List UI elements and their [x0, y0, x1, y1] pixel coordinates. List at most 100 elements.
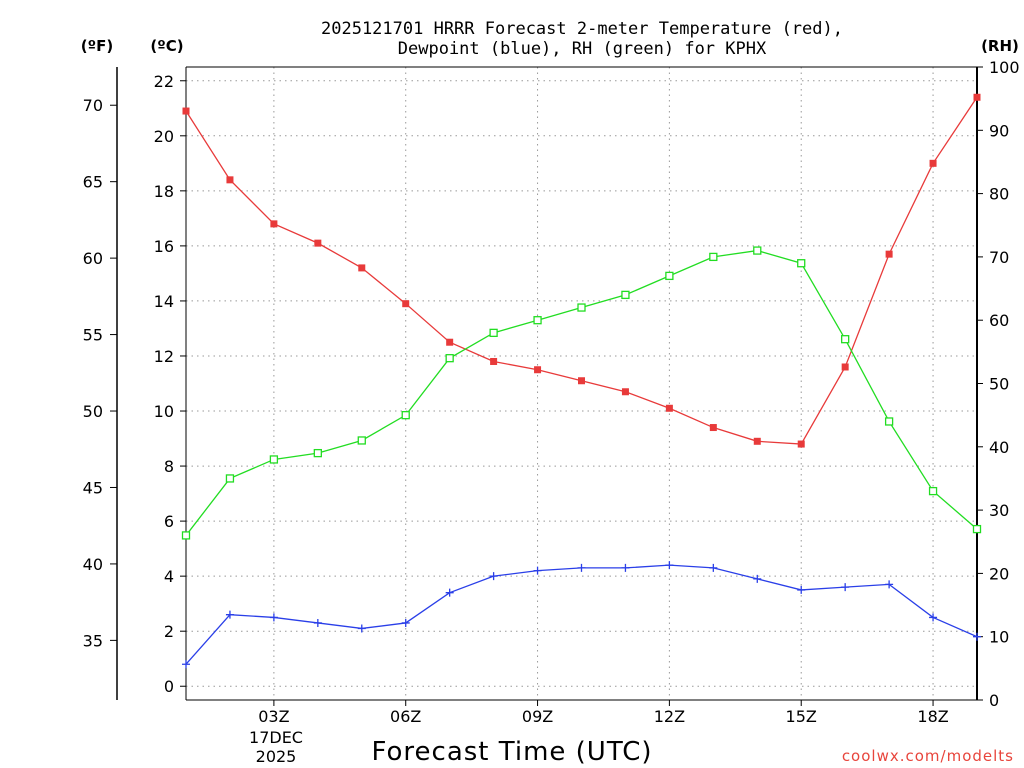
credit-text: coolwx.com/modelts: [842, 747, 1014, 765]
x-tick-label: 12Z: [654, 707, 685, 726]
axes: 0 2 4 6 8 10 12 14 16 18 20 22 35 40 45 50 55 60 65 70 0 10 20…: [83, 58, 1020, 726]
dewpoint-point: [401, 618, 410, 627]
dewpoint-point: [885, 580, 894, 589]
temperature-point: [358, 264, 366, 272]
rh-point: [841, 335, 850, 344]
celsius-tick-label: 16: [154, 237, 174, 256]
dewpoint-point: [489, 572, 498, 581]
rh-point: [797, 259, 806, 268]
rh-tick-label: 10: [989, 628, 1009, 647]
rh-point: [928, 486, 938, 496]
celsius-tick-label: 14: [154, 292, 174, 311]
date-label-day: 17DEC: [249, 728, 303, 747]
temperature-point: [621, 388, 629, 396]
temperature-point: [578, 377, 585, 385]
dewpoint-point: [357, 624, 366, 633]
temperature-point: [446, 338, 454, 346]
temperature-point: [973, 93, 981, 101]
celsius-tick-label: 2: [164, 622, 174, 641]
rh-point: [181, 531, 191, 540]
rh-point: [621, 290, 630, 300]
rh-point: [489, 328, 498, 338]
rh-tick-label: 0: [989, 691, 999, 710]
dewpoint-point: [313, 618, 322, 627]
temperature-line: [185, 96, 978, 445]
x-tick-label: 15Z: [786, 707, 817, 726]
dewpoint-point: [533, 566, 542, 575]
rh-tick-label: 80: [989, 185, 1009, 204]
celsius-tick-label: 18: [154, 182, 174, 201]
rh-tick-label: 40: [989, 438, 1009, 457]
dewpoint-point: [445, 588, 454, 597]
temperature-point: [226, 176, 234, 184]
rh-series: [181, 246, 982, 540]
fahrenheit-tick-label: 55: [83, 326, 103, 345]
temperature-point: [665, 404, 673, 412]
rh-point: [972, 524, 982, 534]
x-tick-label: 09Z: [522, 707, 553, 726]
dewpoint-point: [709, 563, 718, 572]
chart-title-line-2: Dewpoint (blue), RH (green) for KPHX: [398, 39, 767, 59]
fahrenheit-tick-label: 70: [83, 96, 103, 115]
celsius-tick-label: 20: [154, 127, 174, 146]
temperature-point: [402, 300, 410, 308]
temperature-point: [709, 424, 717, 432]
rh-point: [665, 271, 674, 281]
rh-line: [185, 249, 978, 536]
dewpoint-point: [182, 660, 190, 669]
date-label-year: 2025: [256, 747, 297, 766]
temperature-point: [753, 437, 761, 445]
x-axis-label: Forecast Time (UTC): [371, 737, 652, 767]
dewpoint-point: [621, 563, 630, 572]
temperature-point: [534, 366, 542, 374]
rh-point: [401, 410, 410, 420]
rh-tick-label: 20: [989, 564, 1009, 583]
rh-tick-label: 90: [989, 121, 1009, 140]
rh-tick-label: 50: [989, 375, 1009, 394]
celsius-tick-label: 12: [154, 347, 174, 366]
temperature-point: [490, 357, 498, 365]
rh-point: [445, 354, 454, 363]
celsius-tick-label: 22: [154, 72, 174, 91]
chart-title-line-1: 2025121701 HRRR Forecast 2-meter Tempera…: [321, 19, 843, 39]
temperature-point: [929, 159, 937, 167]
rh-point: [709, 252, 718, 262]
x-tick-label: 18Z: [917, 707, 948, 726]
celsius-unit-label: (ºC): [150, 37, 183, 55]
temperature-point: [797, 440, 805, 448]
rh-unit-label: (RH): [981, 37, 1019, 55]
celsius-tick-label: 8: [164, 457, 174, 476]
fahrenheit-tick-label: 60: [83, 249, 103, 268]
temperature-series: [182, 93, 981, 448]
rh-point: [313, 448, 322, 458]
dewpoint-point: [929, 613, 938, 622]
x-tick-label: 06Z: [390, 707, 421, 726]
series-group: [181, 93, 982, 669]
celsius-tick-label: 4: [164, 567, 174, 586]
temperature-point: [270, 220, 278, 228]
fahrenheit-tick-label: 65: [83, 173, 103, 192]
dewpoint-line: [185, 564, 978, 665]
rh-point: [577, 303, 586, 312]
temperature-point: [182, 107, 190, 115]
x-tick-label: 03Z: [258, 707, 289, 726]
dewpoint-point: [753, 574, 762, 583]
celsius-tick-label: 6: [164, 512, 174, 531]
rh-point: [884, 417, 894, 426]
fahrenheit-tick-label: 35: [83, 631, 103, 650]
dewpoint-point: [973, 632, 981, 641]
rh-point: [533, 316, 542, 325]
fahrenheit-unit-label: (ºF): [81, 37, 113, 55]
dewpoint-point: [665, 561, 674, 570]
celsius-tick-label: 10: [154, 402, 174, 421]
rh-point: [753, 246, 762, 255]
rh-tick-label: 70: [989, 248, 1009, 267]
rh-tick-label: 30: [989, 501, 1009, 520]
temperature-point: [841, 363, 849, 371]
rh-point: [225, 474, 235, 483]
fahrenheit-tick-label: 45: [83, 478, 103, 497]
rh-tick-label: 60: [989, 311, 1009, 330]
temperature-point: [314, 239, 322, 247]
dewpoint-point: [841, 583, 850, 592]
